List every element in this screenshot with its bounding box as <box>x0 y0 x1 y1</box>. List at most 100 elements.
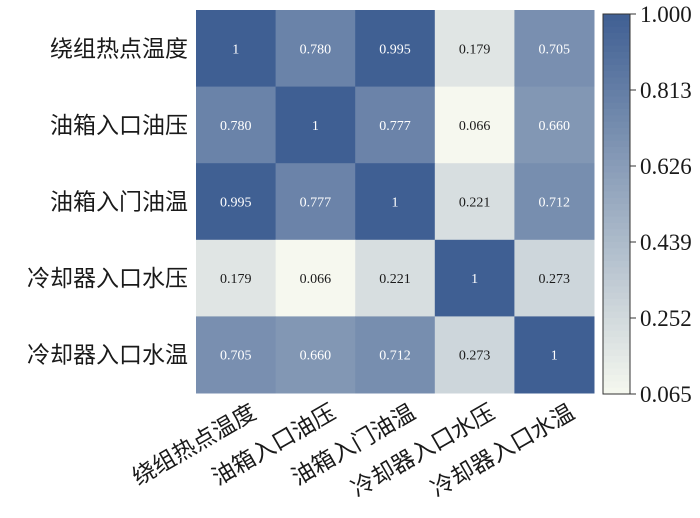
colorbar-segment <box>603 178 630 186</box>
colorbar-segment <box>603 229 630 237</box>
colorbar-segment <box>603 356 630 363</box>
colorbar-segment <box>603 235 630 243</box>
colorbar-segment <box>603 26 630 34</box>
colorbar-segment <box>603 45 630 53</box>
colorbar-segment <box>603 71 630 78</box>
colorbar-segment <box>603 324 630 332</box>
colorbar-segment <box>603 39 630 47</box>
colorbar-segment <box>603 223 630 230</box>
colorbar-segment <box>603 318 630 325</box>
cell-value-label: 0.273 <box>538 272 570 287</box>
colorbar-segment <box>603 261 630 268</box>
colorbar-segment <box>603 159 630 167</box>
colorbar-segment <box>603 330 630 338</box>
colorbar-segment <box>603 292 630 300</box>
y-tick-label: 绕组热点温度 <box>50 36 188 62</box>
colorbar-segment <box>603 185 630 192</box>
colorbar-segment <box>603 204 630 211</box>
heatmap-cell <box>275 316 356 394</box>
colorbar-segment <box>603 20 630 28</box>
heatmap-cell <box>355 316 436 394</box>
colorbar-segment <box>603 191 630 199</box>
cell-value-label: 0.179 <box>459 42 491 57</box>
cell-value-label: 0.780 <box>300 42 332 57</box>
heatmap-cell <box>355 10 436 88</box>
colorbar-tick-label: 0.252 <box>640 306 692 331</box>
heatmap-cell <box>196 239 277 317</box>
cell-value-label: 1 <box>471 272 478 287</box>
cell-value-label: 0.777 <box>300 196 332 211</box>
colorbar-segment <box>603 375 630 382</box>
colorbar-segment <box>603 387 630 395</box>
heatmap-cell <box>355 86 436 164</box>
heatmap-cells: 1 0.780 0.995 0.179 0.705 0.780 1 0.777 0.066 0.6… <box>196 10 595 394</box>
cell-value-label: 1 <box>232 42 239 57</box>
cell-value-label: 0.273 <box>459 349 491 364</box>
colorbar-segment <box>603 64 630 72</box>
colorbar-segment <box>603 216 630 224</box>
colorbar-segment <box>603 343 630 351</box>
heatmap-cell <box>434 86 515 164</box>
colorbar-segment <box>603 280 630 287</box>
cell-value-label: 0.777 <box>379 119 411 134</box>
heatmap-cell <box>514 10 595 88</box>
colorbar-segment <box>603 254 630 262</box>
heatmap-cell <box>355 239 436 317</box>
colorbar-segment <box>603 128 630 135</box>
cell-value-label: 1 <box>392 196 399 211</box>
heatmap-cell <box>196 10 277 88</box>
cell-value-label: 0.066 <box>459 119 491 134</box>
colorbar-segment <box>603 58 630 66</box>
colorbar-segment <box>603 197 630 205</box>
colorbar-segment <box>603 166 630 173</box>
colorbar-segment <box>603 147 630 154</box>
cell-value-label: 0.995 <box>220 196 252 211</box>
colorbar-segment <box>603 311 630 319</box>
y-tick-label: 油箱入门油温 <box>50 190 188 216</box>
colorbar-tick-label: 1.000 <box>640 2 692 27</box>
cell-value-label: 0.660 <box>538 119 570 134</box>
heatmap-cell <box>434 239 515 317</box>
colorbar-segment <box>603 33 630 40</box>
colorbar-tick-label: 0.439 <box>640 230 692 255</box>
colorbar-segment <box>603 134 630 142</box>
colorbar-segment <box>603 267 630 275</box>
cell-value-label: 1 <box>312 119 319 134</box>
heatmap-cell <box>275 239 356 317</box>
colorbar-tick-label: 0.813 <box>640 78 692 103</box>
colorbar-segment <box>603 52 630 59</box>
heatmap-cell <box>434 316 515 394</box>
colorbar-segment <box>603 337 630 344</box>
colorbar-tick-label: 0.626 <box>640 154 692 179</box>
colorbar-segment <box>603 242 630 249</box>
heatmap-cell <box>275 86 356 164</box>
cell-value-label: 0.780 <box>220 119 252 134</box>
colorbar-segment <box>603 77 630 85</box>
cell-value-label: 0.221 <box>459 196 491 211</box>
heatmap-cell <box>196 163 277 241</box>
y-tick-label: 冷却器入口水压 <box>27 266 188 292</box>
cell-value-label: 0.705 <box>538 42 570 57</box>
colorbar-segment <box>603 349 630 357</box>
colorbar-frame <box>602 13 631 395</box>
heatmap-cell <box>275 163 356 241</box>
heatmap-cell <box>514 239 595 317</box>
colorbar-segment <box>603 109 630 116</box>
colorbar-segment <box>603 210 630 218</box>
y-tick-label: 冷却器入口水温 <box>27 343 188 369</box>
colorbar-segment <box>603 14 630 21</box>
x-tick-label: 冷却器入口水温 <box>427 400 579 503</box>
cell-value-label: 0.221 <box>379 272 411 287</box>
cell-value-label: 1 <box>551 349 558 364</box>
colorbar-segment <box>603 140 630 148</box>
heatmap-cell <box>196 316 277 394</box>
heatmap-cell <box>355 163 436 241</box>
heatmap-cell <box>514 163 595 241</box>
cell-value-label: 0.995 <box>379 42 411 57</box>
colorbar-segment <box>603 96 630 104</box>
colorbar-segment <box>603 381 630 389</box>
colorbar-segment <box>603 362 630 370</box>
heatmap-cell <box>434 10 515 88</box>
